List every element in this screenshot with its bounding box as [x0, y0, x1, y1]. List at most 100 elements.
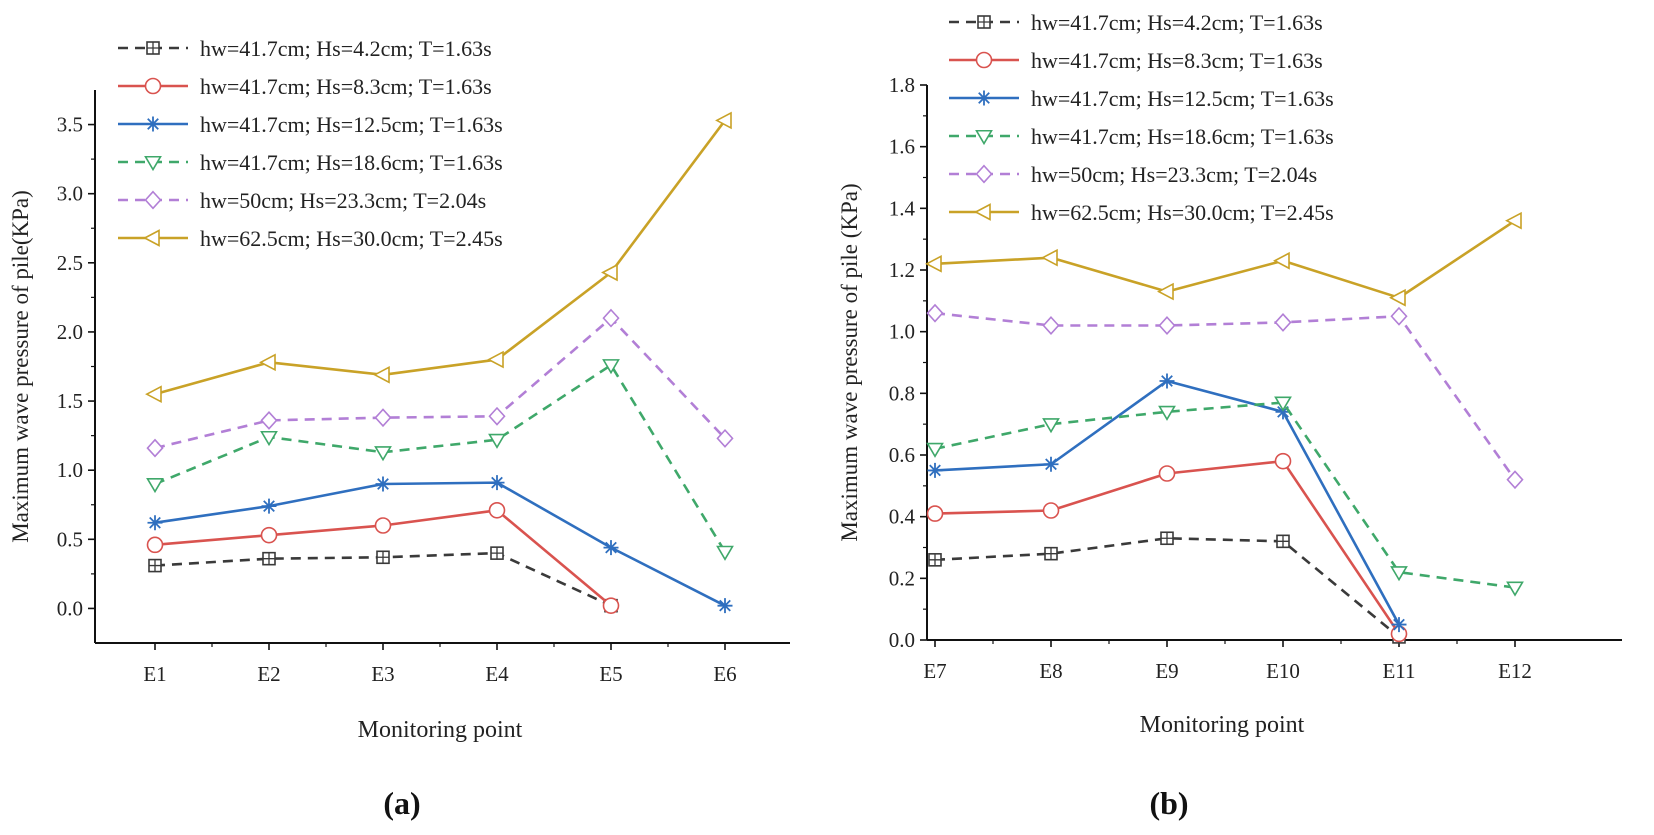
- data-point: [1389, 288, 1406, 307]
- data-point: [1042, 316, 1060, 335]
- data-point: [260, 410, 278, 430]
- data-point: [1158, 316, 1176, 335]
- series-1: [928, 531, 1406, 644]
- data-point: [603, 540, 619, 556]
- x-tick-label: E7: [923, 659, 946, 683]
- data-point: [1506, 470, 1524, 490]
- y-tick-label: 0.0: [889, 628, 915, 652]
- data-point: [1042, 418, 1060, 434]
- series-1: [148, 546, 618, 613]
- series-line: [934, 219, 1516, 300]
- data-point: [1390, 306, 1408, 326]
- series-5: [926, 303, 1524, 490]
- data-point: [1505, 211, 1522, 230]
- legend-marker: [975, 129, 993, 146]
- y-tick-label: 3.0: [57, 182, 83, 206]
- legend-label: hw=50cm; Hs=23.3cm; T=2.04s: [200, 188, 486, 213]
- legend-marker: [143, 229, 160, 247]
- chart-panel-a: 0.0 0.5 1.0 1.5 2.0 2.5 3.0 3.5 E1 E2 E3 E4 E5 E6 Moni…: [8, 36, 790, 821]
- data-point: [601, 263, 618, 282]
- legend-label: hw=41.7cm; Hs=8.3cm; T=1.63s: [200, 74, 492, 99]
- panel-label-a: (a): [383, 785, 421, 821]
- data-point: [262, 551, 276, 566]
- data-point: [1274, 312, 1292, 332]
- data-point: [146, 536, 164, 554]
- data-point: [261, 498, 277, 514]
- data-point: [1042, 502, 1060, 519]
- data-point: [1391, 617, 1407, 633]
- x-tick-label: E3: [371, 662, 394, 686]
- legend-label: hw=62.5cm; Hs=30.0cm; T=2.45s: [200, 226, 503, 251]
- chart-b-svg: 0.0 0.2 0.4 0.6 0.8 1.0 1.2 1.4 1.6 1.8 E7 E8 E9 E10 E…: [837, 10, 1622, 738]
- data-point: [926, 303, 944, 323]
- x-tick-label: E8: [1039, 659, 1062, 683]
- series-line: [934, 459, 1401, 635]
- legend-label: hw=62.5cm; Hs=30.0cm; T=2.45s: [1031, 200, 1334, 225]
- data-point: [147, 515, 163, 531]
- data-point: [1506, 581, 1524, 597]
- legend-label: hw=41.7cm; Hs=12.5cm; T=1.63s: [200, 112, 503, 137]
- data-point: [1273, 251, 1290, 270]
- y-tick-label: 1.5: [57, 389, 83, 413]
- series-2: [146, 501, 620, 614]
- data-point: [1274, 396, 1292, 412]
- legend-label: hw=41.7cm; Hs=4.2cm; T=1.63s: [200, 36, 492, 61]
- y-tick-label: 1.2: [889, 258, 915, 282]
- data-point: [146, 438, 164, 458]
- y-tick-label: 1.4: [889, 196, 916, 220]
- data-point: [148, 558, 162, 573]
- data-point: [1390, 566, 1408, 582]
- series-4: [146, 359, 734, 561]
- series-3: [147, 475, 733, 614]
- data-point: [488, 501, 506, 519]
- data-point: [1160, 531, 1174, 546]
- legend-marker: [975, 164, 993, 184]
- series-line: [934, 311, 1517, 481]
- data-point: [374, 446, 392, 462]
- series-6: [145, 111, 732, 403]
- data-point: [928, 553, 942, 567]
- data-point: [145, 385, 162, 403]
- y-tick-label: 0.5: [57, 527, 83, 551]
- legend-marker: [975, 51, 993, 69]
- data-point: [146, 477, 164, 494]
- data-point: [926, 442, 944, 458]
- data-point: [716, 545, 734, 561]
- y-tick-label: 1.0: [57, 458, 83, 482]
- x-axis-label: Monitoring point: [1140, 712, 1305, 738]
- legend-marker: [146, 41, 160, 55]
- data-point: [602, 597, 620, 614]
- data-point: [373, 365, 390, 384]
- legend-item: hw=50cm; Hs=23.3cm; T=2.04s: [949, 162, 1317, 187]
- legend: hw=41.7cm; Hs=4.2cm; T=1.63s hw=41.7cm; H…: [949, 10, 1334, 225]
- chart-panel-b: 0.0 0.2 0.4 0.6 0.8 1.0 1.2 1.4 1.6 1.8 E7 E8 E9 E10 E…: [827, 0, 1654, 835]
- data-point: [602, 359, 620, 375]
- legend-item: hw=62.5cm; Hs=30.0cm; T=2.45s: [949, 200, 1334, 225]
- y-tick-label: 3.5: [57, 113, 83, 137]
- legend-item: hw=41.7cm; Hs=8.3cm; T=1.63s: [118, 74, 492, 99]
- panel-label-b: (b): [1149, 785, 1189, 821]
- data-point: [487, 350, 504, 369]
- data-point: [489, 475, 505, 491]
- y-tick-label: 0.2: [889, 566, 915, 590]
- data-point: [1158, 465, 1176, 482]
- legend-label: hw=41.7cm; Hs=4.2cm; T=1.63s: [1031, 10, 1323, 35]
- data-point: [1044, 546, 1058, 561]
- series-5: [146, 308, 734, 458]
- legend-label: hw=41.7cm; Hs=18.6cm; T=1.63s: [200, 150, 503, 175]
- y-tick-label: 1.0: [889, 320, 915, 344]
- legend-label: hw=50cm; Hs=23.3cm; T=2.04s: [1031, 162, 1317, 187]
- data-point: [490, 546, 504, 560]
- series-line: [934, 536, 1400, 638]
- y-tick-label: 0.0: [57, 596, 83, 620]
- data-point: [602, 308, 620, 328]
- data-point: [376, 550, 390, 565]
- legend-marker: [145, 116, 161, 132]
- legend-item: hw=62.5cm; Hs=30.0cm; T=2.45s: [118, 226, 503, 251]
- legend-label: hw=41.7cm; Hs=12.5cm; T=1.63s: [1031, 86, 1334, 111]
- series-6: [925, 211, 1522, 307]
- x-tick-label: E11: [1382, 659, 1415, 683]
- x-tick-label: E10: [1266, 659, 1300, 683]
- y-tick-label: 0.4: [889, 505, 916, 529]
- y-tick-label: 2.0: [57, 320, 83, 344]
